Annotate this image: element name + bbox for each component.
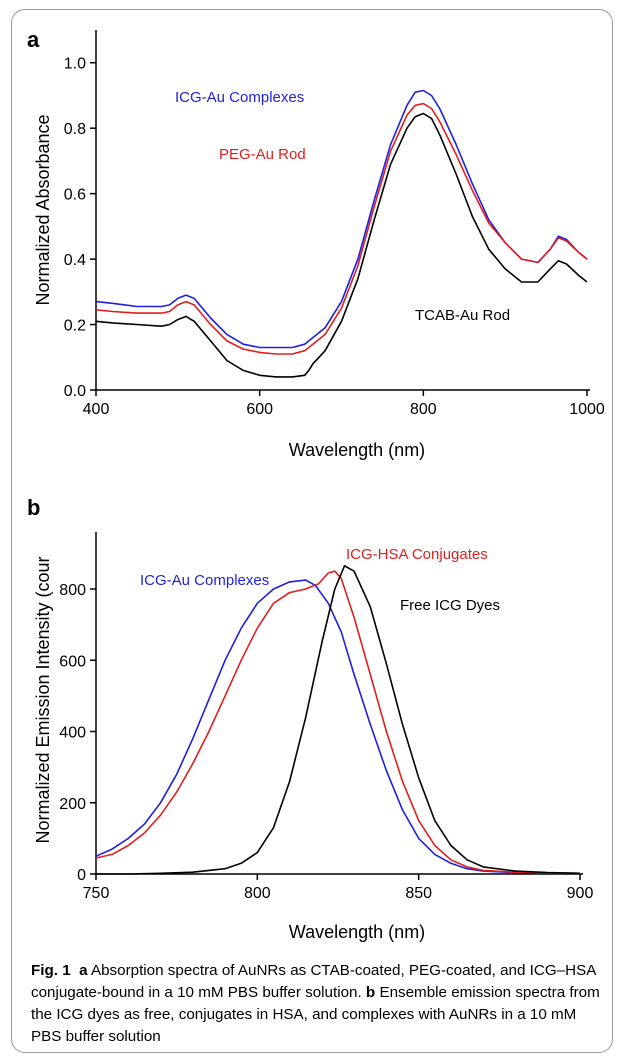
chart-a-series-line-3	[95, 112, 588, 378]
chart-a-ytick-label: 0.8	[64, 121, 86, 138]
figure-frame	[11, 9, 613, 1053]
chart-b-ytick-label: 200	[59, 796, 86, 813]
chart-b: 750 800 850 900 0 200 400 600 800 Wavelength (nm…	[33, 532, 593, 942]
chart-b-ytick-label: 600	[59, 653, 86, 670]
chart-a-xtick-label: 800	[410, 401, 437, 418]
chart-b-annotation-free-icg: Free ICG Dyes	[400, 597, 500, 614]
chart-a-ytick-label: 0.0	[64, 383, 86, 400]
chart-a-annotation-peg-au: PEG-Au Rod	[219, 146, 306, 163]
chart-a-xlabel: Wavelength (nm)	[289, 440, 425, 460]
figure-caption: Fig. 1 a Absorption spectra of AuNRs as …	[31, 960, 603, 1048]
chart-a-annotation-tcab-au: TCAB-Au Rod	[415, 307, 510, 324]
caption-letter-a: a	[79, 962, 88, 979]
chart-b-annotation-icg-au: ICG-Au Complexes	[140, 572, 269, 589]
caption-label: Fig. 1	[31, 962, 71, 979]
chart-a: 400 600 800 1000 0.0 0.2 0.4 0.6 0.8 1.0 Waveleng…	[33, 30, 605, 460]
chart-b-series-line-3	[96, 565, 581, 875]
chart-b-series-line-1	[95, 579, 581, 875]
chart-a-ytick-label: 1.0	[64, 56, 86, 73]
chart-a-xtick-label: 400	[83, 401, 110, 418]
chart-a-ytick-label: 0.4	[64, 252, 86, 269]
chart-b-ytick-label: 0	[77, 867, 86, 884]
chart-b-xtick-label: 800	[244, 885, 271, 902]
chart-b-xtick-label: 750	[83, 885, 110, 902]
panel-b-letter: b	[27, 495, 40, 520]
chart-b-xlabel: Wavelength (nm)	[289, 922, 425, 942]
chart-a-xtick-label: 1000	[569, 401, 605, 418]
chart-b-ylabel: Normalized Emission Intensity (cour	[33, 556, 53, 843]
chart-b-xtick-label: 850	[405, 885, 432, 902]
caption-text-b: Ensemble emission spectra from the ICG d…	[31, 984, 600, 1045]
chart-b-series-line-2	[95, 570, 581, 875]
caption-letter-b: b	[365, 984, 376, 1001]
chart-a-ytick-label: 0.2	[64, 318, 86, 335]
chart-b-ytick-label: 800	[59, 582, 86, 599]
chart-a-ylabel: Normalized Absorbance	[33, 114, 53, 305]
caption-text-a: Absorption spectra of AuNRs as CTAB-coat…	[31, 962, 596, 1001]
chart-a-annotation-icg-au: ICG-Au Complexes	[175, 89, 304, 106]
chart-b-xtick-label: 900	[567, 885, 594, 902]
chart-a-xtick-label: 600	[246, 401, 273, 418]
chart-a-ytick-label: 0.6	[64, 187, 86, 204]
chart-a-series-line-2	[95, 102, 588, 355]
chart-b-ytick-label: 400	[59, 725, 86, 742]
panel-a-letter: a	[27, 27, 40, 52]
chart-b-annotation-icg-hsa: ICG-HSA Conjugates	[346, 546, 488, 563]
